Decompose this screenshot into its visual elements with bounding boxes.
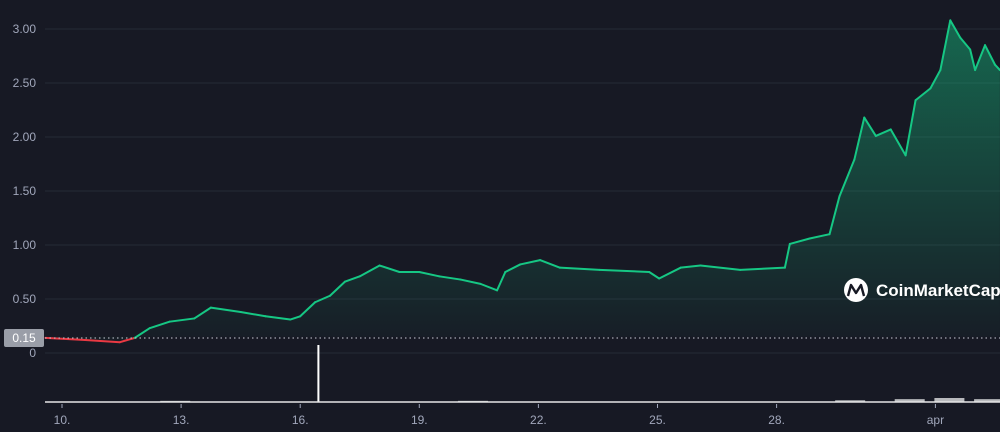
watermark-text: CoinMarketCap — [876, 281, 1000, 300]
price-segment — [239, 310, 267, 318]
x-tick-label: 16. — [292, 413, 309, 427]
price-segment — [168, 317, 196, 323]
price-segment — [739, 266, 786, 271]
x-tick-label: 13. — [173, 413, 190, 427]
price-segment — [783, 242, 791, 269]
volume-bar — [317, 345, 320, 402]
y-tick-label: 2.50 — [13, 76, 37, 90]
price-segment — [438, 275, 462, 281]
price-segment — [209, 306, 242, 313]
price-segment — [679, 264, 702, 269]
watermark: CoinMarketCap — [844, 278, 1000, 302]
price-segment — [193, 306, 212, 320]
price-segment — [853, 116, 866, 161]
price-segment — [838, 158, 856, 198]
volume-bar — [894, 399, 925, 402]
price-segment — [863, 116, 877, 137]
price-segment — [148, 320, 171, 330]
price-segment — [874, 128, 892, 137]
price-segment — [904, 99, 917, 157]
grid-lines — [45, 28, 1000, 354]
price-segment — [993, 63, 1000, 72]
price-segment — [984, 44, 996, 66]
x-tick-label: 22. — [530, 413, 547, 427]
baseline-label-text: 0.15 — [12, 331, 36, 345]
price-segment — [558, 266, 601, 271]
price-segment — [44, 336, 87, 342]
price-segment — [418, 271, 441, 278]
price-segment — [378, 264, 401, 273]
coinmarketcap-logo-icon — [844, 278, 868, 302]
price-segment — [479, 282, 499, 292]
x-tick-label: 28. — [768, 413, 785, 427]
price-line — [44, 19, 1000, 344]
price-segment — [648, 271, 661, 280]
price-segment — [949, 19, 962, 39]
price-segment — [133, 327, 151, 339]
price-segment — [598, 268, 651, 273]
baseline-label: 0.15 — [4, 329, 44, 347]
y-tick-label: 0.50 — [13, 292, 37, 306]
price-segment — [959, 36, 972, 51]
price-segment — [539, 259, 561, 269]
x-axis: 10. 13. 16. 19. 22. 25. 28. apr — [54, 404, 944, 427]
volume-bar — [835, 400, 866, 402]
price-segment — [504, 263, 522, 273]
x-tick-label: 10. — [54, 413, 71, 427]
price-segment — [828, 195, 841, 236]
price-segment — [459, 278, 482, 285]
price-segment — [314, 294, 331, 304]
price-segment — [699, 264, 742, 271]
price-segment — [658, 266, 682, 280]
price-segment — [496, 271, 507, 292]
price-segment — [939, 19, 952, 72]
y-tick-label: 1.00 — [13, 238, 37, 252]
volume-bar — [934, 398, 965, 402]
price-segment — [788, 237, 811, 245]
x-tick-label: 25. — [649, 413, 666, 427]
x-tick-label: 19. — [411, 413, 428, 427]
price-segment — [358, 264, 381, 278]
price-segment — [118, 336, 136, 344]
price-segment — [808, 233, 831, 240]
price-segment — [914, 87, 932, 102]
price-segment — [289, 315, 302, 321]
price-segment — [519, 259, 542, 266]
price-segment — [84, 339, 121, 344]
price-segment — [264, 315, 292, 321]
volume-bar — [974, 399, 1000, 402]
y-tick-label: 2.00 — [13, 130, 37, 144]
price-segment — [974, 44, 987, 72]
price-segment — [328, 280, 346, 297]
price-segment — [889, 128, 907, 157]
price-area-fill — [45, 20, 1000, 343]
y-tick-label: 3.00 — [13, 22, 37, 36]
volume-zero-label: 0 — [29, 346, 36, 360]
y-tick-label: 1.50 — [13, 184, 37, 198]
price-segment — [343, 275, 361, 283]
x-tick-label: apr — [927, 413, 944, 427]
y-axis: 0.50 1.00 1.50 2.00 2.50 3.00 — [13, 22, 37, 306]
price-segment — [929, 69, 942, 90]
volume-bars — [160, 345, 1000, 403]
price-segment — [969, 48, 977, 72]
price-segment — [299, 301, 317, 318]
